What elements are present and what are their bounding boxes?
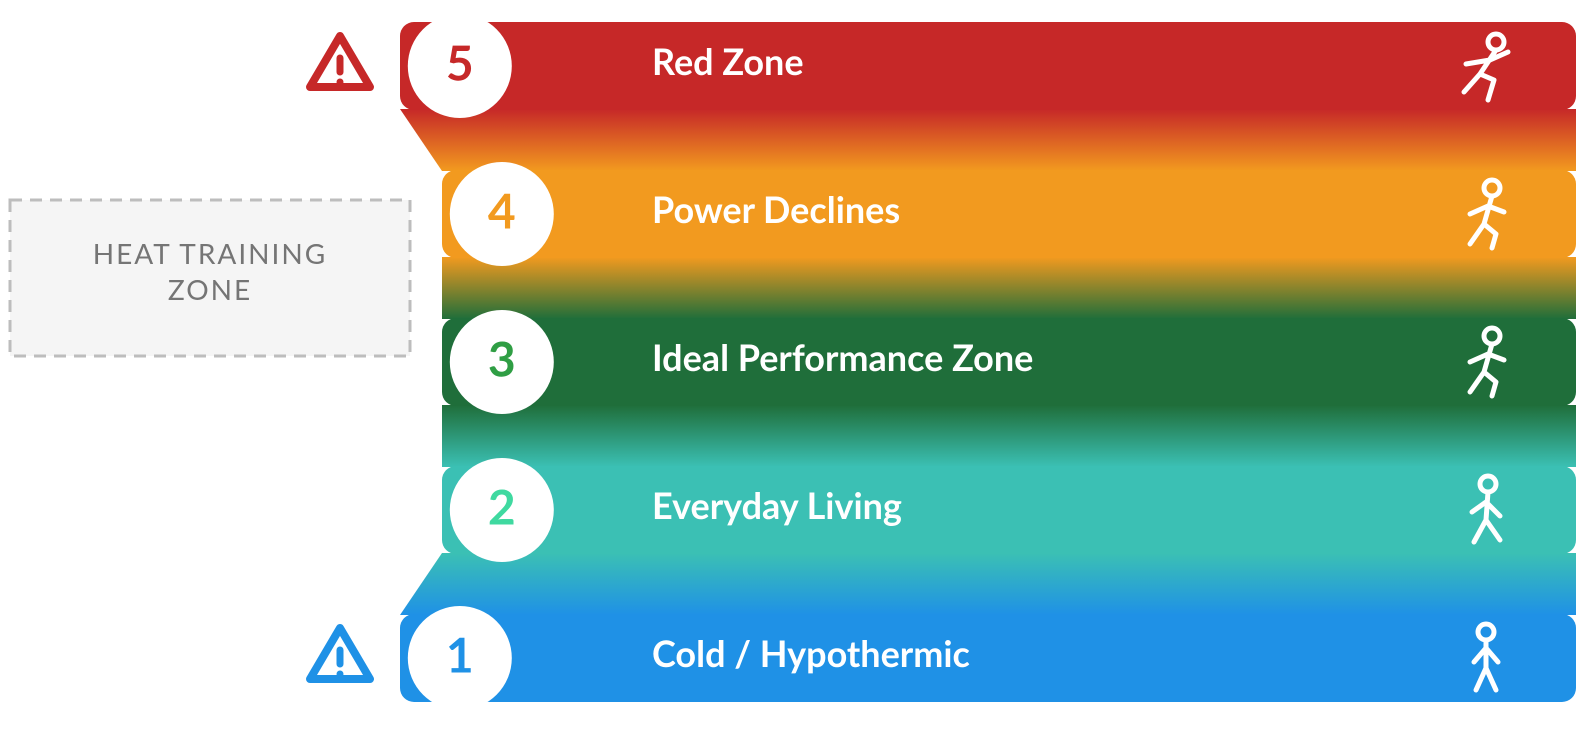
zone-row-4: 4 Power Declines	[442, 162, 1576, 266]
connector-3-2	[442, 405, 1576, 467]
warning-icon	[310, 628, 370, 679]
warning-icon	[310, 36, 370, 87]
heat-training-zone-label-1: HEAT TRAINING	[93, 236, 327, 270]
zone-number-2: 2	[488, 478, 516, 535]
zone-row-5: 5 Red Zone	[400, 14, 1576, 118]
zone-bar-4	[442, 170, 1576, 258]
zone-label-5: Red Zone	[652, 39, 804, 83]
zone-label-3: Ideal Performance Zone	[652, 335, 1033, 379]
heat-training-zone-label-2: ZONE	[168, 272, 252, 306]
zone-number-3: 3	[488, 330, 516, 387]
zone-bar-1	[400, 614, 1576, 702]
zone-bar-5	[400, 22, 1576, 110]
infographic-canvas: HEAT TRAININGZONE 5 Red Zone 4 Power Decline…	[0, 0, 1589, 756]
connector-5-4	[400, 109, 1576, 171]
zone-label-1: Cold / Hypothermic	[652, 631, 970, 675]
zone-number-4: 4	[488, 182, 516, 239]
zone-bar-2	[442, 466, 1576, 554]
zone-label-4: Power Declines	[652, 187, 900, 231]
zone-number-1: 1	[446, 626, 474, 683]
zones-chart: HEAT TRAININGZONE 5 Red Zone 4 Power Decline…	[0, 0, 1589, 756]
connector-2-1	[400, 553, 1576, 615]
zone-row-3: 3 Ideal Performance Zone	[442, 310, 1576, 414]
zone-number-5: 5	[446, 34, 474, 91]
zone-row-2: 2 Everyday Living	[442, 458, 1576, 562]
zone-row-1: 1 Cold / Hypothermic	[400, 606, 1576, 710]
zone-label-2: Everyday Living	[652, 483, 902, 527]
connector-4-3	[442, 257, 1576, 319]
